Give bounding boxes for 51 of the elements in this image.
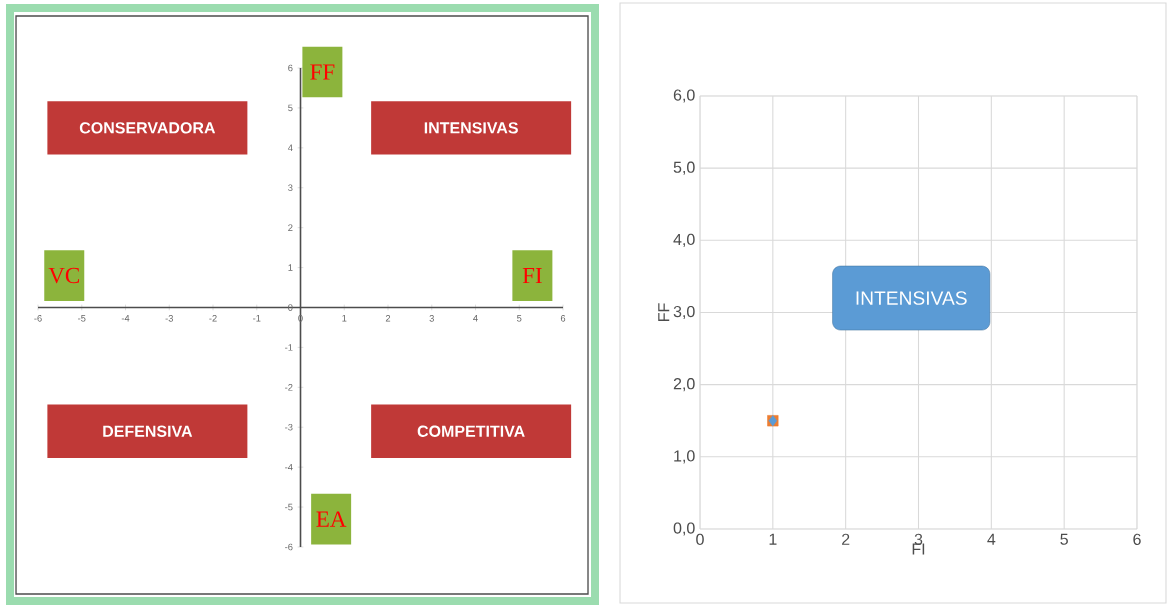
y-tick-label: 6 xyxy=(288,64,293,72)
x-tick-label: 0 xyxy=(696,533,704,546)
annotation: VC xyxy=(48,267,79,284)
y-tick-label: 2,0 xyxy=(673,378,695,392)
x-tick-label: 4 xyxy=(987,533,996,545)
y-tick-label: -1 xyxy=(285,344,293,351)
x-tick-label: 1 xyxy=(769,533,777,545)
y-tick-label: -6 xyxy=(285,543,293,551)
annotation: DEFENSIVA xyxy=(103,425,193,437)
x-tick-label: -5 xyxy=(78,315,86,322)
x-tick-label: 6 xyxy=(560,315,566,322)
y-tick-label: 3,0 xyxy=(673,305,695,320)
annotation: EA xyxy=(316,511,347,527)
annotation: COMPETITIVA xyxy=(417,425,525,437)
x-tick-label: 5 xyxy=(517,315,522,322)
x-tick-label: 0 xyxy=(298,315,303,322)
x-tick-label: 6 xyxy=(1133,533,1141,546)
x-tick-label: 5 xyxy=(1060,533,1068,545)
y-tick-label: 1,0 xyxy=(674,450,695,464)
x-tick-label: 1 xyxy=(342,315,347,322)
y-tick-label: -2 xyxy=(285,384,293,391)
y-tick-label: 2 xyxy=(288,224,293,231)
annotation: FI xyxy=(522,268,542,284)
y-tick-label: 0,0 xyxy=(673,522,695,536)
x-tick-label: -2 xyxy=(209,315,217,322)
y-axis-title: FF xyxy=(658,303,670,321)
annotation: FF xyxy=(310,64,335,80)
x-tick-label: -6 xyxy=(34,315,42,322)
x-tick-label: 4 xyxy=(473,315,478,322)
y-tick-label: 3 xyxy=(288,184,293,192)
annotation: CONSERVADORA xyxy=(79,122,216,134)
x-tick-label: -3 xyxy=(165,315,173,322)
y-tick-label: 1 xyxy=(288,264,293,271)
y-tick-label: 4 xyxy=(287,144,293,152)
annotation: INTENSIVAS xyxy=(424,122,518,134)
y-tick-label: -3 xyxy=(285,423,293,431)
x-tick-label: 2 xyxy=(842,533,850,545)
y-tick-label: 5 xyxy=(288,104,293,112)
y-tick-label: 6,0 xyxy=(673,89,695,103)
x-tick-label: 3 xyxy=(429,315,434,322)
y-tick-label: -5 xyxy=(285,503,293,511)
y-tick-label: 0 xyxy=(288,304,293,311)
y-tick-label: -4 xyxy=(285,463,293,471)
y-tick-label: 4,0 xyxy=(673,233,695,247)
x-axis-title: FI xyxy=(912,543,925,555)
x-tick-label: -4 xyxy=(121,315,130,322)
y-tick-label: 5,0 xyxy=(673,161,695,175)
x-tick-label: -1 xyxy=(253,315,261,322)
annotation: INTENSIVAS xyxy=(856,291,967,305)
x-tick-label: 2 xyxy=(385,315,391,322)
x-tick-label: 3 xyxy=(914,533,923,546)
